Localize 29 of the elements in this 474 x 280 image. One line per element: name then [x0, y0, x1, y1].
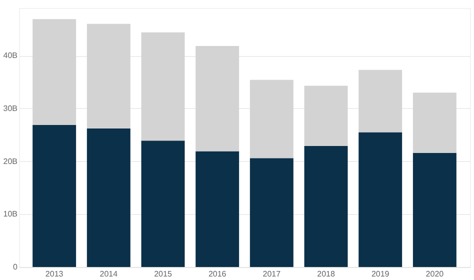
y-tick-label: 0	[13, 262, 18, 272]
y-tick-label: 20B	[3, 156, 18, 166]
bar	[196, 46, 240, 152]
bar	[412, 152, 456, 267]
y-tick-label: 10B	[3, 210, 18, 219]
bar	[304, 146, 348, 267]
y-tick-label: 40B	[3, 51, 18, 60]
x-tick-label: 2017	[262, 270, 282, 278]
bar	[141, 32, 185, 141]
bar	[86, 128, 130, 267]
x-tick-label: 2018	[317, 270, 336, 278]
x-tick-label: 2016	[208, 270, 227, 278]
x-tick-label: 2015	[154, 270, 172, 278]
bar	[358, 132, 402, 267]
bar	[196, 151, 240, 267]
x-tick-label: 2020	[426, 270, 444, 278]
bar	[250, 158, 294, 267]
bar	[86, 24, 130, 129]
bar	[250, 80, 294, 158]
y-tick-label: 30B	[3, 104, 18, 113]
bar	[358, 70, 402, 132]
bar	[32, 19, 76, 125]
x-tick-label: 2019	[371, 270, 390, 278]
bar	[304, 86, 348, 146]
x-tick-label: 2013	[45, 270, 64, 278]
x-tick-label: 2014	[100, 270, 118, 278]
bar	[412, 92, 456, 153]
bar	[32, 124, 76, 267]
bar	[141, 140, 185, 267]
